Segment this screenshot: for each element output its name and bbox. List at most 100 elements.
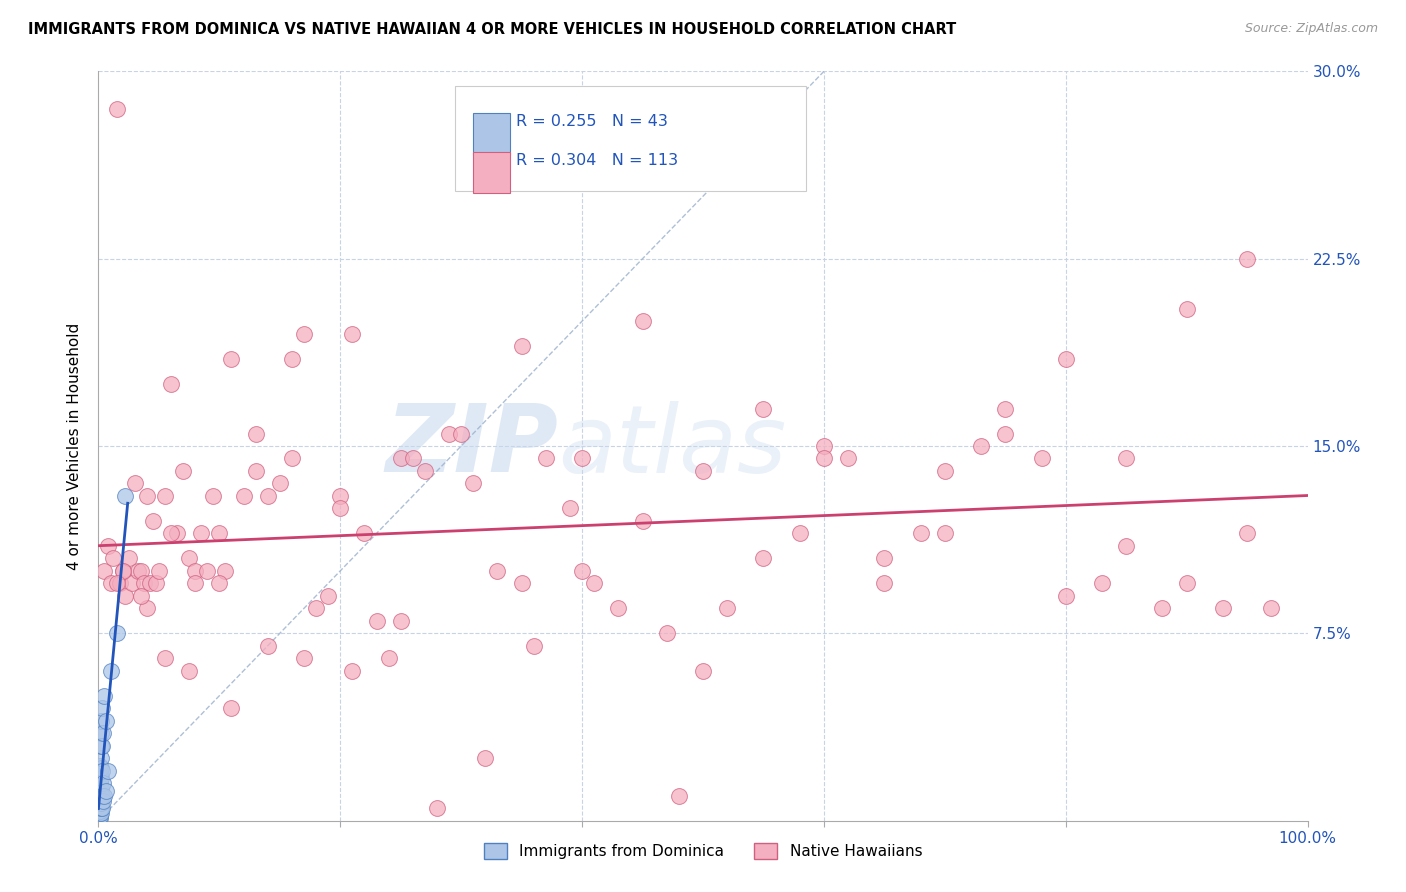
Point (329, 489, 352, 503)
Point (89, 796, 111, 810)
Point (510, 576, 533, 591)
Point (245, 426, 267, 441)
Point (232, 489, 254, 503)
Point (389, 451, 412, 466)
Point (377, 651, 399, 665)
Point (89, 758, 111, 772)
Point (89, 801, 111, 815)
Point (172, 464, 194, 478)
Point (1152, 601, 1174, 615)
Text: ZIP: ZIP (385, 400, 558, 492)
Point (437, 426, 460, 441)
Point (135, 489, 157, 503)
Point (179, 551, 201, 566)
Point (97, 764, 120, 778)
Point (134, 576, 156, 591)
Point (342, 326, 364, 341)
Point (145, 576, 167, 591)
Point (91, 701, 114, 715)
Point (148, 564, 170, 578)
Point (90, 789, 112, 803)
Point (789, 526, 811, 541)
Point (90, 714, 112, 728)
Point (89, 808, 111, 822)
Point (166, 526, 188, 541)
Point (135, 601, 157, 615)
Point (910, 526, 932, 541)
Point (474, 751, 496, 765)
Point (329, 501, 352, 516)
Point (269, 476, 291, 491)
Point (160, 526, 183, 541)
Point (208, 526, 231, 541)
Point (89, 786, 111, 800)
Point (292, 326, 315, 341)
Point (510, 339, 533, 353)
Point (94, 714, 117, 728)
Point (153, 489, 176, 503)
Point (91, 764, 114, 778)
Point (1091, 576, 1114, 591)
Point (90, 781, 112, 796)
Point (108, 576, 131, 591)
Point (752, 551, 775, 566)
Point (426, 801, 449, 815)
Point (160, 376, 183, 391)
Point (571, 451, 593, 466)
Point (353, 526, 375, 541)
Point (305, 601, 328, 615)
Point (389, 614, 412, 628)
Point (184, 564, 207, 578)
Point (486, 564, 509, 578)
Point (89, 798, 111, 813)
Point (93, 564, 115, 578)
Point (655, 626, 678, 640)
Point (190, 526, 212, 541)
Point (184, 576, 207, 591)
Point (97, 539, 120, 553)
Point (1236, 526, 1258, 541)
Point (1031, 451, 1053, 466)
Point (208, 576, 231, 591)
Point (124, 476, 146, 491)
Point (89, 764, 111, 778)
Point (873, 576, 896, 591)
Point (692, 464, 714, 478)
Point (105, 626, 128, 640)
Point (583, 576, 606, 591)
Point (129, 564, 152, 578)
Point (934, 526, 956, 541)
Point (100, 664, 122, 678)
Point (292, 651, 315, 665)
Point (571, 564, 593, 578)
Point (89, 791, 111, 805)
Point (970, 439, 993, 453)
Point (1175, 301, 1198, 316)
Point (202, 489, 225, 503)
Legend: Immigrants from Dominica, Native Hawaiians: Immigrants from Dominica, Native Hawaiia… (478, 838, 928, 865)
Point (89, 776, 111, 790)
Point (129, 589, 152, 603)
Text: atlas: atlas (558, 401, 786, 491)
FancyBboxPatch shape (456, 87, 806, 191)
Point (873, 551, 896, 566)
Point (631, 314, 654, 328)
Point (813, 439, 835, 453)
Point (91, 739, 114, 753)
Y-axis label: 4 or more Vehicles in Household: 4 or more Vehicles in Household (67, 322, 83, 570)
Point (90, 751, 112, 765)
Point (101, 551, 124, 566)
Point (118, 551, 141, 566)
Point (89, 794, 111, 808)
Text: R = 0.255   N = 43: R = 0.255 N = 43 (516, 114, 668, 128)
Point (1212, 601, 1234, 615)
Point (91, 726, 114, 740)
Point (111, 564, 134, 578)
Point (256, 639, 278, 653)
Point (91, 789, 114, 803)
Point (366, 614, 388, 628)
FancyBboxPatch shape (474, 153, 509, 194)
Point (692, 664, 714, 678)
Point (91, 776, 114, 790)
Point (558, 501, 581, 516)
